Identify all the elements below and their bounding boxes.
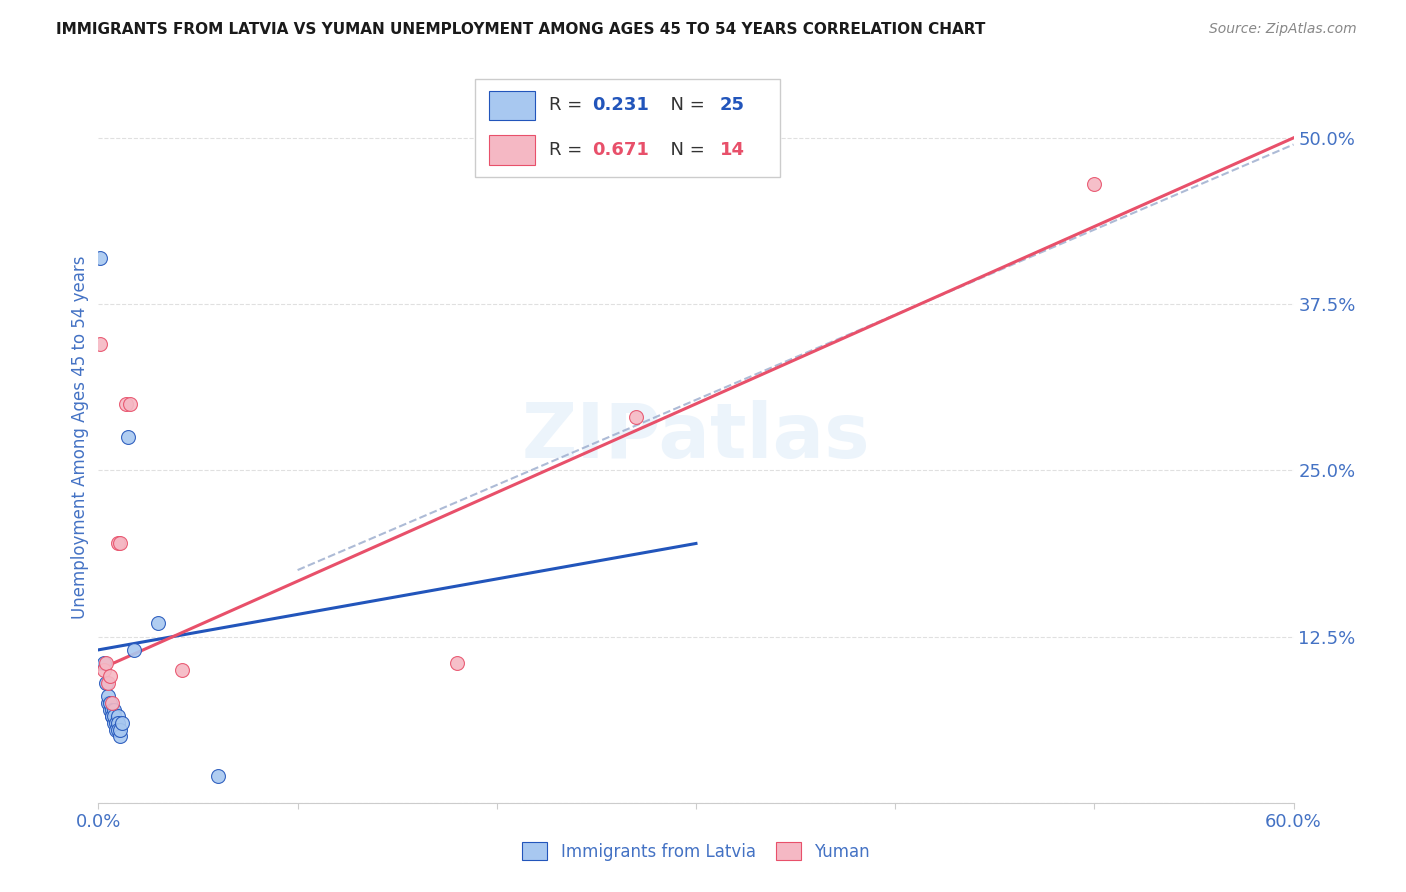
- Point: [89, 337, 111, 351]
- Text: ZIPatlas: ZIPatlas: [522, 401, 870, 474]
- Point: [101, 696, 124, 710]
- FancyBboxPatch shape: [475, 78, 780, 178]
- Text: 0.671: 0.671: [592, 141, 650, 159]
- Point: [172, 663, 194, 677]
- Text: R =: R =: [548, 141, 588, 159]
- Point: [115, 397, 138, 411]
- Point: [103, 709, 125, 723]
- Point: [103, 716, 125, 731]
- Text: 14: 14: [720, 141, 745, 159]
- Point: [111, 716, 134, 731]
- Point: [446, 656, 468, 670]
- Point: [96, 656, 118, 670]
- Point: [98, 669, 122, 683]
- Text: R =: R =: [548, 96, 588, 114]
- Point: [107, 723, 129, 737]
- Y-axis label: Unemployment Among Ages 45 to 54 years: Unemployment Among Ages 45 to 54 years: [70, 255, 89, 619]
- Point: [107, 716, 129, 731]
- Point: [98, 696, 122, 710]
- Point: [105, 716, 128, 731]
- Point: [103, 703, 125, 717]
- Point: [120, 397, 142, 411]
- Point: [97, 696, 120, 710]
- Point: [626, 410, 648, 425]
- Point: [93, 663, 115, 677]
- Point: [97, 676, 120, 690]
- Point: [124, 643, 146, 657]
- Point: [97, 690, 120, 704]
- Point: [96, 676, 118, 690]
- FancyBboxPatch shape: [489, 135, 534, 165]
- Point: [148, 616, 170, 631]
- Point: [105, 723, 128, 737]
- Point: [101, 703, 124, 717]
- Point: [110, 536, 132, 550]
- Point: [117, 430, 139, 444]
- Point: [110, 729, 132, 743]
- Point: [98, 703, 122, 717]
- Text: N =: N =: [659, 141, 710, 159]
- Point: [107, 709, 129, 723]
- Point: [110, 723, 132, 737]
- FancyBboxPatch shape: [489, 90, 534, 120]
- Point: [1083, 178, 1105, 192]
- Point: [207, 769, 229, 783]
- Point: [93, 656, 115, 670]
- Point: [89, 251, 111, 265]
- Text: Source: ZipAtlas.com: Source: ZipAtlas.com: [1209, 22, 1357, 37]
- Point: [107, 536, 129, 550]
- Text: 0.231: 0.231: [592, 96, 650, 114]
- Text: N =: N =: [659, 96, 710, 114]
- Text: 25: 25: [720, 96, 745, 114]
- Point: [101, 709, 124, 723]
- Point: [101, 709, 124, 723]
- Legend: Immigrants from Latvia, Yuman: Immigrants from Latvia, Yuman: [516, 836, 876, 868]
- Text: IMMIGRANTS FROM LATVIA VS YUMAN UNEMPLOYMENT AMONG AGES 45 TO 54 YEARS CORRELATI: IMMIGRANTS FROM LATVIA VS YUMAN UNEMPLOY…: [56, 22, 986, 37]
